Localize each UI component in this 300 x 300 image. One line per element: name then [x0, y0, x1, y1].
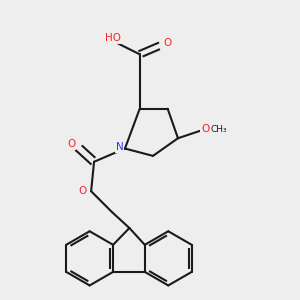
Text: O: O [164, 38, 172, 47]
Text: CH₃: CH₃ [211, 125, 227, 134]
Text: O: O [67, 139, 76, 149]
Text: N: N [116, 142, 124, 152]
Text: O: O [201, 124, 209, 134]
Text: O: O [78, 186, 86, 196]
Text: HO: HO [105, 33, 121, 43]
